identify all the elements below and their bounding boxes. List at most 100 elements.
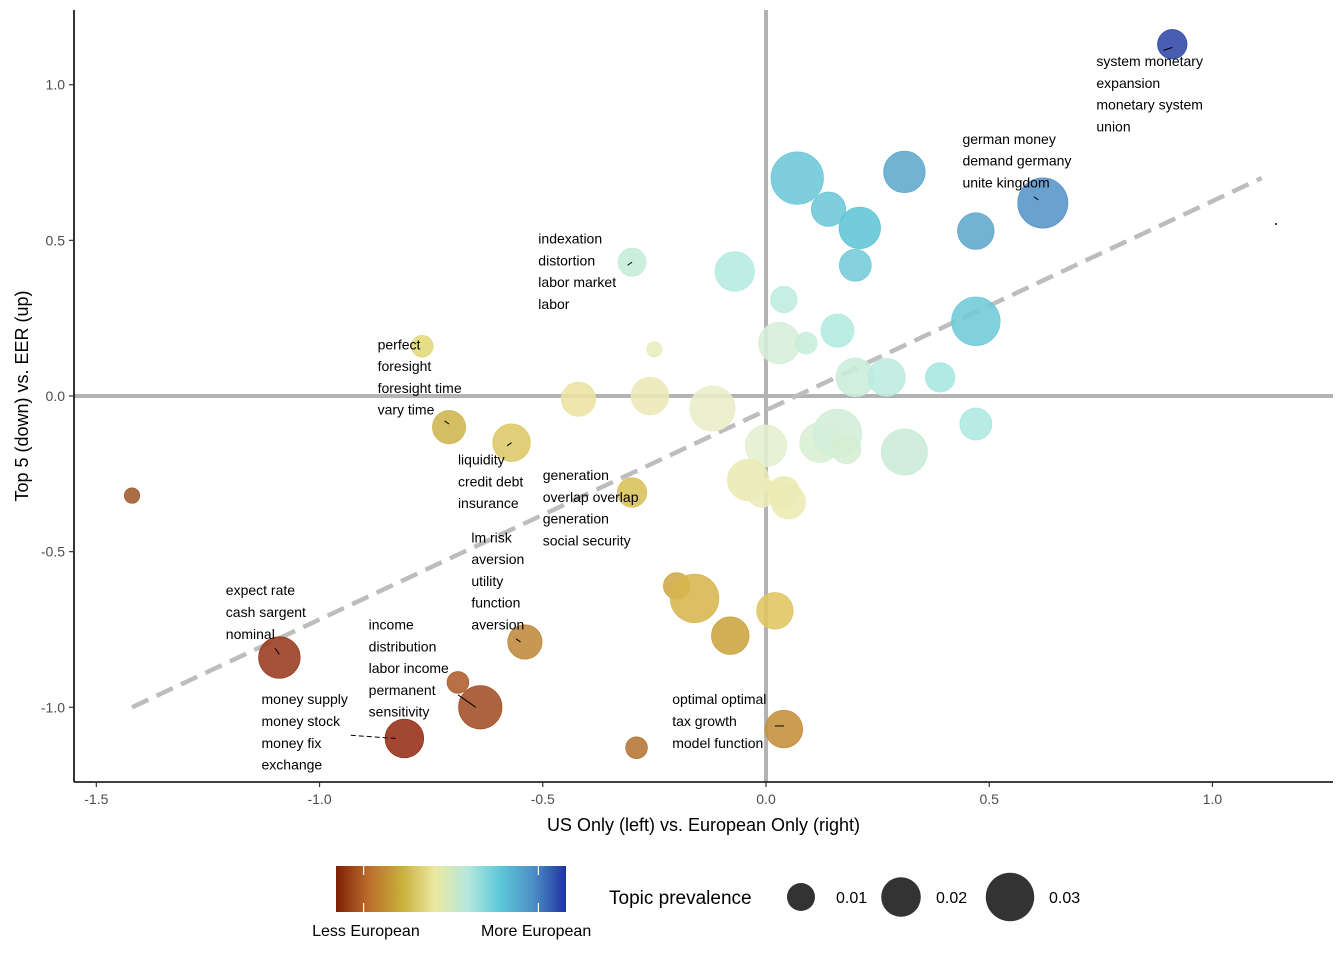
data-point: [123, 487, 141, 504]
data-point: [838, 206, 881, 250]
data-point: [957, 212, 995, 250]
annotation-label: money stock: [262, 713, 342, 729]
data-point: [794, 331, 818, 355]
annotation-label: cash sargent: [226, 604, 306, 620]
data-point: [810, 191, 847, 227]
annotation-label: monetary system: [1096, 97, 1203, 113]
annotation-label: money fix: [262, 735, 322, 751]
data-point: [770, 285, 798, 314]
annotation-label: insurance: [458, 495, 519, 511]
data-point: [770, 484, 806, 520]
annotation-label: optimal optimal: [672, 691, 766, 707]
x-tick-label: 0.0: [756, 791, 776, 807]
data-point: [880, 428, 928, 476]
annotation-leader: [1163, 46, 1173, 51]
y-tick-label: 0.0: [46, 388, 66, 404]
stray-point-marker: [1275, 223, 1277, 225]
annotation-leader: [627, 261, 633, 266]
data-point: [1017, 177, 1069, 229]
data-point: [1157, 29, 1188, 60]
data-point: [507, 624, 543, 660]
annotation-label: sensitivity: [369, 704, 430, 720]
data-point: [925, 362, 956, 393]
annotation-label: model function: [672, 735, 763, 751]
data-point: [820, 313, 855, 348]
legend: Less European More European Topic prevalen…: [312, 866, 1080, 940]
data-point: [951, 296, 1001, 346]
annotation-label: credit debt: [458, 473, 523, 489]
annotation-label: demand germany: [962, 153, 1071, 169]
data-point: [838, 248, 872, 282]
annotation-label: money supply: [262, 691, 348, 707]
colorbar: [336, 866, 566, 912]
y-tick-label: 0.5: [46, 232, 66, 248]
annotation-label: distortion: [538, 252, 595, 268]
annotation-label: indexation: [538, 230, 602, 246]
annotation-label: aversion: [471, 551, 524, 567]
data-point: [756, 592, 794, 630]
data-point: [258, 636, 301, 679]
data-point: [458, 685, 503, 730]
x-tick-label: 1.0: [1203, 791, 1223, 807]
trend-line: [131, 176, 1263, 710]
data-point: [689, 385, 736, 432]
y-tick-label: 1.0: [46, 77, 66, 93]
data-point: [646, 341, 663, 358]
annotation-label: generation: [543, 467, 609, 483]
annotation-label: union: [1096, 118, 1130, 134]
annotation-label: unite kingdom: [962, 174, 1049, 190]
data-point: [560, 381, 597, 417]
data-point: [770, 151, 824, 205]
annotation-label: social security: [543, 532, 631, 548]
annotation-label: function: [471, 595, 520, 611]
data-point: [758, 321, 801, 365]
annotation-label: system monetary: [1096, 53, 1203, 69]
annotation-label: lm risk: [471, 529, 512, 545]
annotation-label: permanent: [369, 682, 436, 698]
size-legend-key: [787, 883, 815, 911]
annotation-leader: [444, 420, 450, 425]
size-legend-label: 0.02: [936, 890, 967, 907]
annotation-label: vary time: [378, 402, 435, 418]
data-point: [446, 671, 470, 694]
annotation-label: german money: [962, 131, 1055, 147]
size-legend-title: Topic prevalence: [609, 888, 752, 909]
annotation-label: labor: [538, 296, 569, 312]
annotation-leader: [1033, 196, 1039, 201]
data-point: [410, 334, 434, 358]
data-point: [764, 709, 804, 749]
annotation-label: labor income: [369, 660, 449, 676]
x-tick-label: -0.5: [531, 791, 555, 807]
x-tick-label: -1.5: [84, 791, 108, 807]
annotation-label: exchange: [262, 757, 323, 773]
data-point: [744, 424, 788, 467]
annotation-label: income: [369, 616, 414, 632]
y-axis-title: Top 5 (down) vs. EER (up): [12, 290, 32, 501]
x-tick-label: 0.5: [979, 791, 999, 807]
annotation-label: nominal: [226, 626, 275, 642]
annotation-label: foresight time: [378, 380, 462, 396]
data-point: [883, 150, 926, 194]
data-point: [630, 376, 670, 416]
annotation-label: distribution: [369, 638, 437, 654]
data-point: [714, 251, 755, 292]
data-point: [867, 358, 906, 397]
size-legend-label: 0.01: [836, 890, 867, 907]
annotation-label: utility: [471, 573, 503, 589]
annotation-label: expansion: [1096, 75, 1160, 91]
annotation-label: generation: [543, 511, 609, 527]
data-point: [625, 736, 648, 760]
data-point: [959, 407, 993, 441]
annotation-leader: [274, 647, 280, 655]
annotation-label: labor market: [538, 274, 616, 290]
annotation-label: perfect: [378, 336, 421, 352]
x-tick-label: -1.0: [307, 791, 331, 807]
size-legend-key: [985, 872, 1035, 922]
annotation-label: foresight: [378, 358, 432, 374]
annotation-leader: [506, 442, 512, 447]
data-point: [616, 477, 648, 508]
annotation-leader: [515, 638, 521, 643]
annotation-label: aversion: [471, 617, 524, 633]
size-legend-key: [881, 877, 921, 917]
